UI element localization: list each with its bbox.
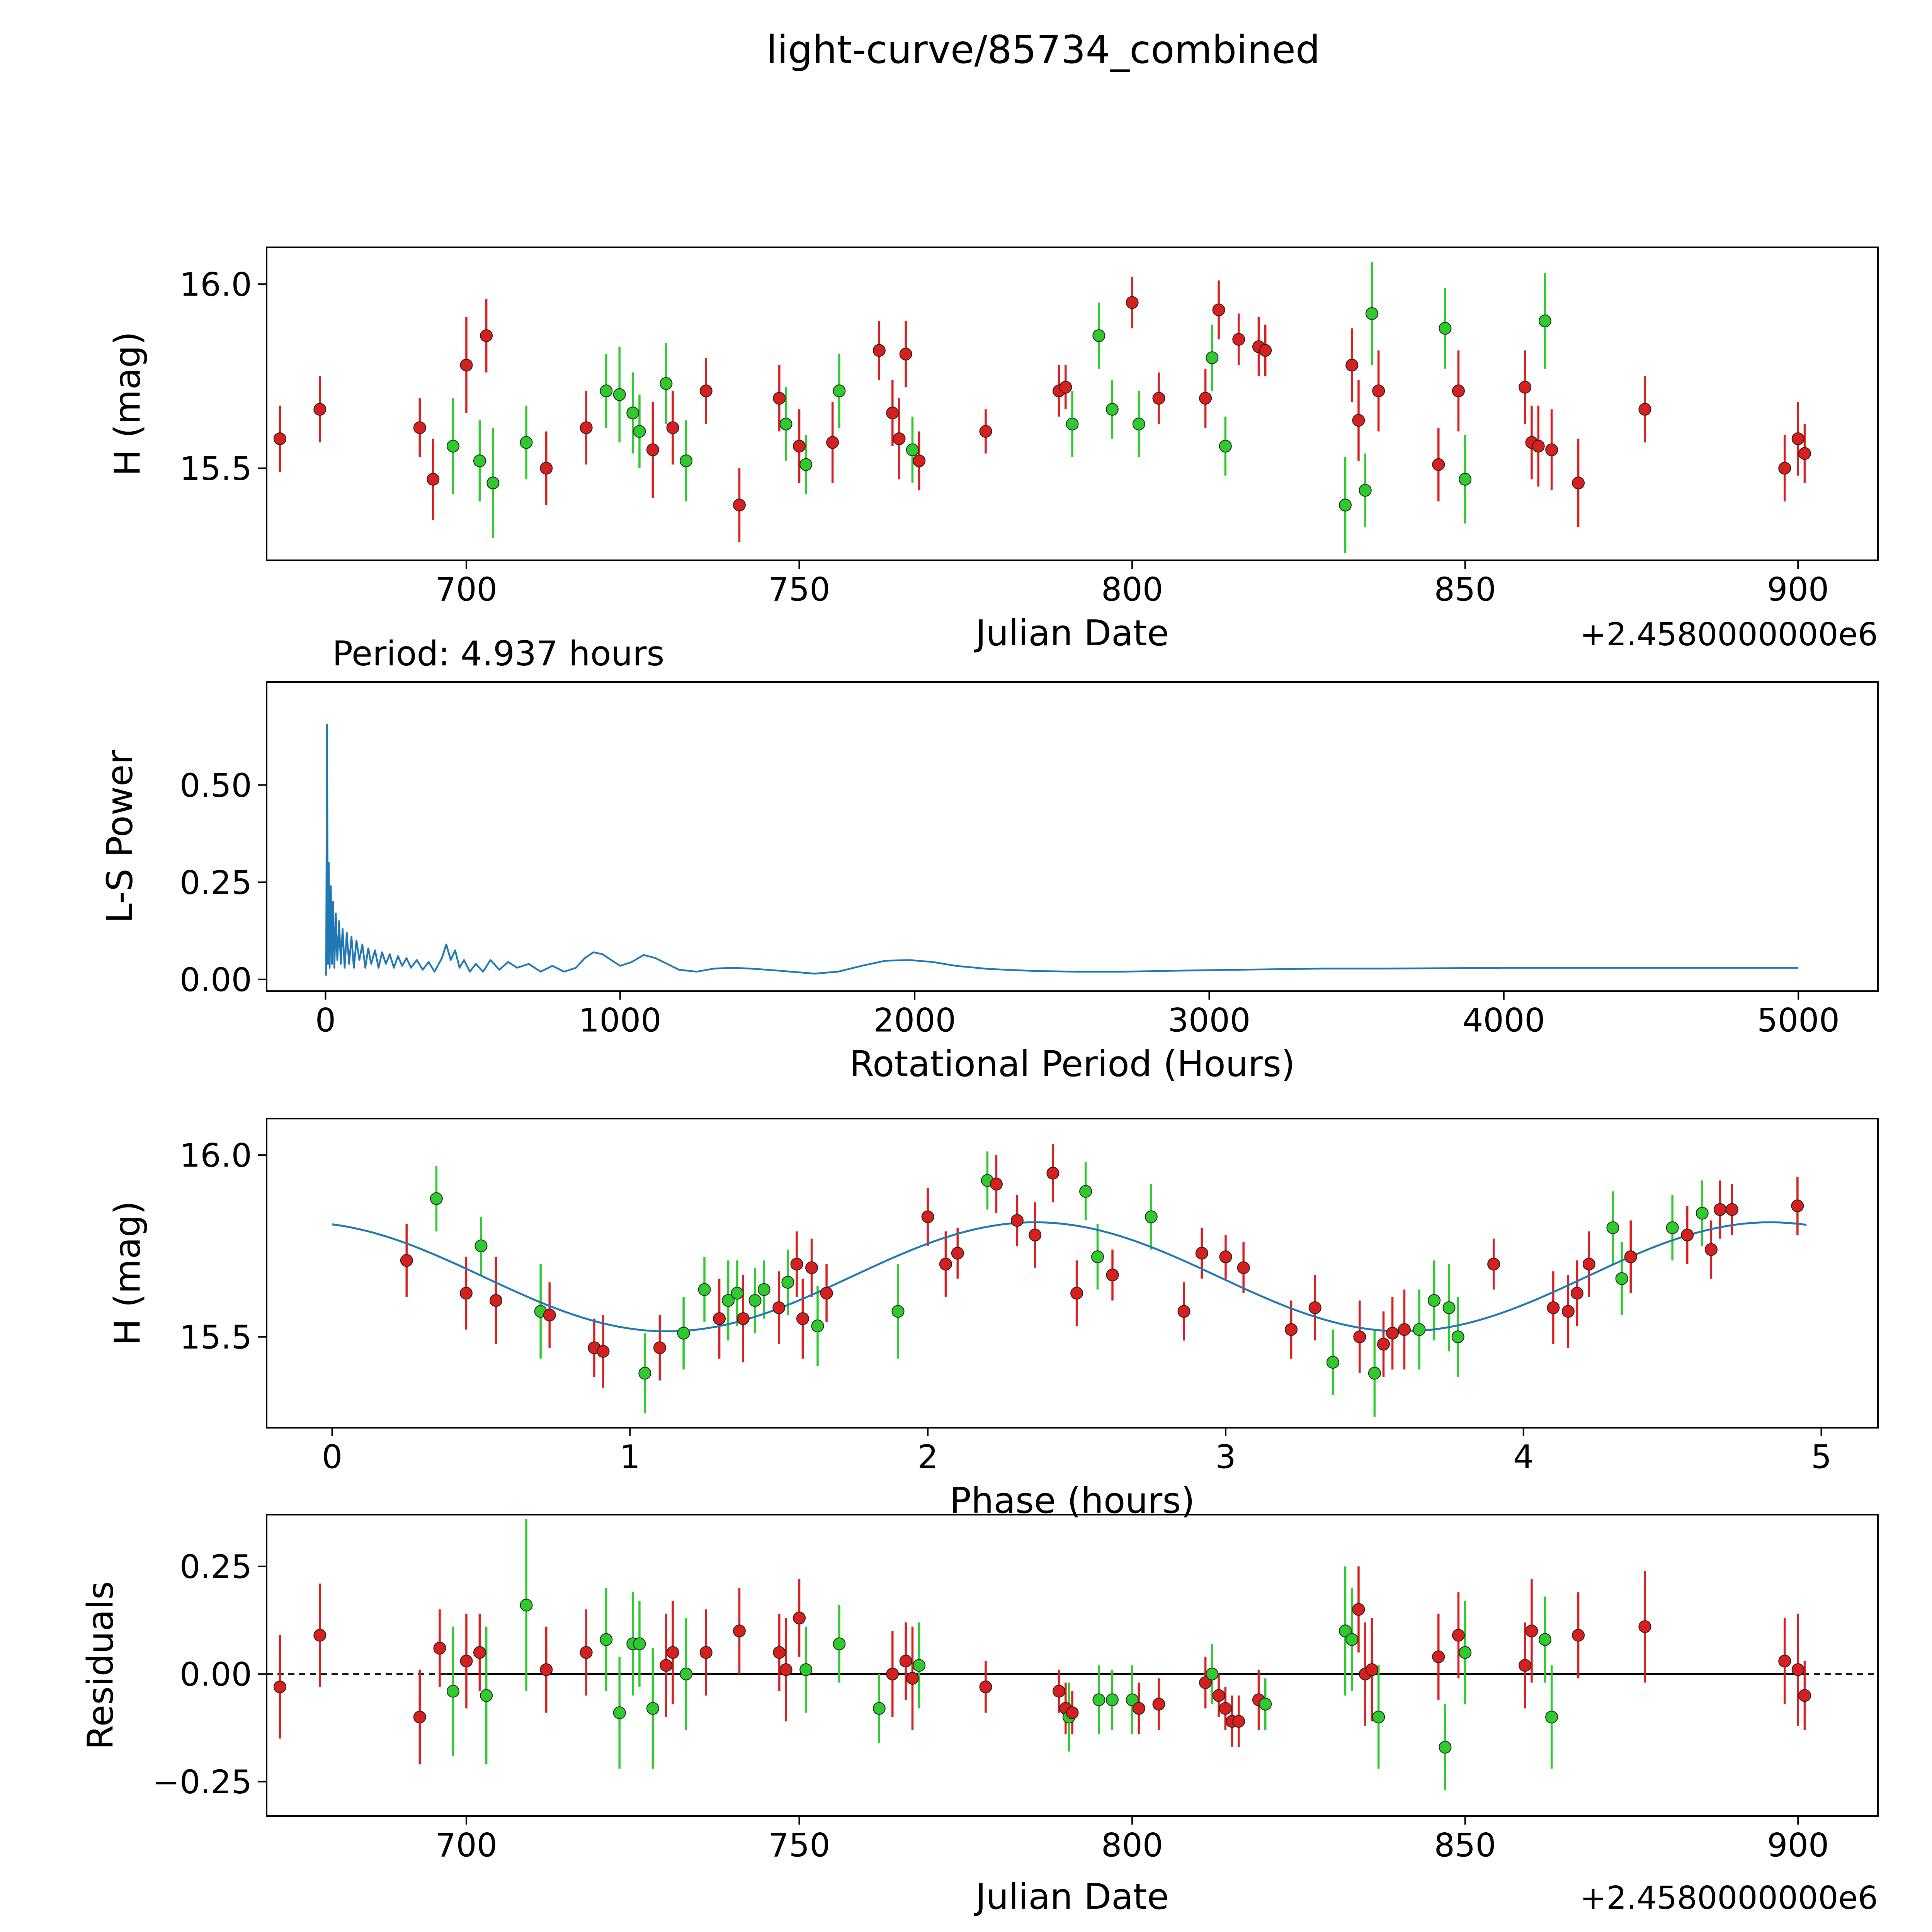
svg-text:850: 850	[1434, 570, 1496, 608]
svg-text:750: 750	[768, 1826, 830, 1864]
svg-text:900: 900	[1767, 1826, 1829, 1864]
svg-text:16.0: 16.0	[180, 266, 252, 304]
svg-text:3000: 3000	[1168, 1001, 1251, 1039]
residuals-x-axis-label: Julian Date	[975, 1876, 1169, 1917]
svg-text:−0.25: −0.25	[153, 1763, 252, 1801]
svg-text:0.25: 0.25	[180, 864, 252, 901]
svg-text:4: 4	[1513, 1438, 1534, 1476]
residuals-x-axis-offset-text: +2.4580000000e6	[1580, 1880, 1878, 1917]
raw-x-axis-offset-text: +2.4580000000e6	[1580, 616, 1878, 653]
phased-x-axis-label: Phase (hours)	[949, 1480, 1195, 1521]
svg-text:15.5: 15.5	[180, 1318, 252, 1356]
svg-text:0: 0	[322, 1438, 342, 1476]
svg-text:0.00: 0.00	[180, 961, 252, 999]
periodogram-y-axis-label: L-S Power	[99, 750, 141, 923]
svg-text:15.5: 15.5	[180, 450, 252, 488]
svg-text:700: 700	[435, 570, 497, 608]
periodogram-x-axis-label: Rotational Period (Hours)	[849, 1043, 1295, 1085]
svg-text:3: 3	[1215, 1438, 1236, 1476]
svg-text:800: 800	[1101, 570, 1163, 608]
svg-text:0.50: 0.50	[180, 767, 252, 804]
svg-text:850: 850	[1434, 1826, 1496, 1864]
svg-text:800: 800	[1101, 1826, 1163, 1864]
panel-residuals-plot: 700 750 800 850 900 −0.25 0.00 0.25	[153, 1514, 1879, 1864]
svg-text:5: 5	[1811, 1438, 1832, 1476]
svg-text:2: 2	[917, 1438, 938, 1476]
phased-y-axis-label: H (mag)	[107, 1201, 148, 1346]
panel-phased-lightcurve-plot: 0 1 2 3 4 5 16.0 15.5	[180, 1118, 1879, 1476]
svg-text:0.00: 0.00	[180, 1656, 252, 1694]
svg-text:1000: 1000	[579, 1001, 662, 1039]
svg-text:900: 900	[1767, 570, 1829, 608]
figure-title: light-curve/85734_combined	[766, 27, 1320, 72]
svg-text:0: 0	[315, 1001, 336, 1039]
svg-text:700: 700	[435, 1826, 497, 1864]
svg-text:0.25: 0.25	[180, 1548, 252, 1586]
svg-text:1: 1	[620, 1438, 640, 1476]
svg-text:750: 750	[768, 570, 830, 608]
residuals-y-axis-label: Residuals	[80, 1581, 121, 1750]
svg-text:5000: 5000	[1757, 1001, 1840, 1039]
svg-text:2000: 2000	[873, 1001, 956, 1039]
raw-x-axis-label: Julian Date	[975, 612, 1169, 654]
panel-periodogram-plot: 0 1000 2000 3000 4000 5000 0.00 0.25 0.50	[180, 681, 1879, 1039]
panel-raw-lightcurve-plot: 700 750 800 850 900 16.0 15.5	[180, 247, 1879, 608]
periodogram-title: Period: 4.937 hours	[332, 634, 665, 673]
raw-y-axis-label: H (mag)	[107, 331, 148, 476]
svg-text:4000: 4000	[1463, 1001, 1545, 1039]
svg-text:16.0: 16.0	[180, 1136, 252, 1174]
